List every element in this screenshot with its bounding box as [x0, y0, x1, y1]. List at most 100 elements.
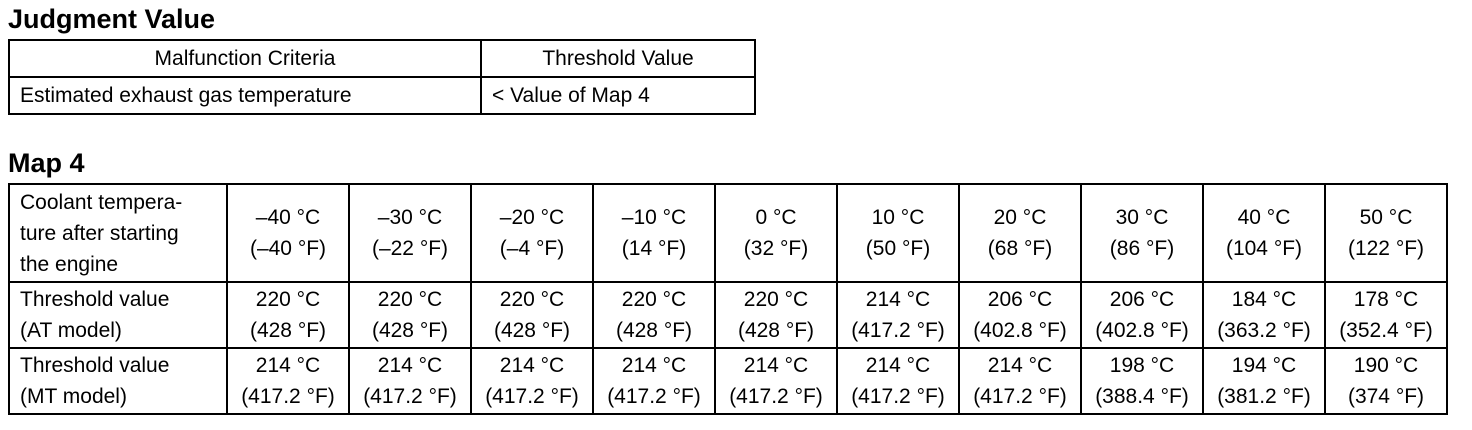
- cell-line: Coolant tempera-: [20, 190, 183, 214]
- cell: 214 °C (417.2 °F): [592, 347, 716, 415]
- cell-line: (MT model): [20, 385, 127, 408]
- header-cell: –40 °C (–40 °F): [226, 183, 350, 283]
- cell-line: (–40 °F): [249, 237, 327, 260]
- header-cell: 50 °C (122 °F): [1324, 183, 1448, 283]
- cell: 206 °C (402.8 °F): [1080, 281, 1204, 349]
- cell-line: (402.8 °F): [1095, 319, 1189, 342]
- row: Threshold value (MT model) 214 °C (417.2 °F…: [8, 347, 1448, 415]
- cell-line: 214 °C: [743, 354, 809, 377]
- header-cell: –30 °C (–22 °F): [348, 183, 472, 283]
- cell-line: (417.2 °F): [485, 385, 579, 408]
- cell-line: 220 °C: [621, 288, 687, 311]
- row: Estimated exhaust gas temperature < Value…: [8, 76, 756, 115]
- cell-line: (402.8 °F): [973, 319, 1067, 342]
- cell-line: 30 °C: [1115, 206, 1169, 229]
- cell-line: 50 °C: [1359, 206, 1413, 229]
- cell: Threshold value (AT model): [8, 281, 228, 349]
- cell-line: –10 °C: [621, 206, 687, 229]
- cell-line: (417.2 °F): [729, 385, 823, 408]
- cell-line: 206 °C: [987, 288, 1053, 311]
- cell: 220 °C (428 °F): [714, 281, 838, 349]
- cell-line: Threshold value: [20, 288, 170, 311]
- cell-line: (374 °F): [1347, 385, 1425, 408]
- cell-line: (86 °F): [1109, 237, 1175, 260]
- header-row: Malfunction Criteria Threshold Value: [8, 39, 756, 78]
- cell-line: –40 °C: [255, 206, 321, 229]
- cell: 220 °C (428 °F): [592, 281, 716, 349]
- cell-line: 220 °C: [743, 288, 809, 311]
- cell-line: Threshold value: [20, 354, 170, 377]
- header-cell: 40 °C (104 °F): [1202, 183, 1326, 283]
- header-cell: –20 °C (–4 °F): [470, 183, 594, 283]
- cell-line: 220 °C: [377, 288, 443, 311]
- cell-line: the engine: [20, 252, 119, 276]
- cell-line: (AT model): [20, 319, 122, 342]
- cell-line: 214 °C: [865, 288, 931, 311]
- cell-line: 206 °C: [1109, 288, 1175, 311]
- cell-line: 214 °C: [255, 354, 321, 377]
- cell-line: (363.2 °F): [1217, 319, 1311, 342]
- section-title: Judgment Value: [8, 4, 216, 34]
- cell-line: 20 °C: [993, 206, 1047, 229]
- cell-line: (–4 °F): [499, 237, 565, 260]
- cell-line: (428 °F): [737, 319, 815, 342]
- header-cell: 30 °C (86 °F): [1080, 183, 1204, 283]
- cell-line: (428 °F): [249, 319, 327, 342]
- header-cell: Malfunction Criteria: [8, 39, 482, 78]
- cell: 214 °C (417.2 °F): [836, 347, 960, 415]
- cell-line: (–22 °F): [371, 237, 449, 260]
- header-cell: 0 °C (32 °F): [714, 183, 838, 283]
- cell-line: 10 °C: [871, 206, 925, 229]
- header-cell: 10 °C (50 °F): [836, 183, 960, 283]
- header-cell: –10 °C (14 °F): [592, 183, 716, 283]
- cell-line: (417.2 °F): [973, 385, 1067, 408]
- cell-line: (352.4 °F): [1339, 319, 1433, 342]
- cell-line: 40 °C: [1237, 206, 1291, 229]
- section-title: Map 4: [8, 148, 85, 178]
- cell-line: (417.2 °F): [363, 385, 457, 408]
- cell-line: (417.2 °F): [241, 385, 335, 408]
- cell-line: (104 °F): [1225, 237, 1303, 260]
- cell: 214 °C (417.2 °F): [226, 347, 350, 415]
- cell: 220 °C (428 °F): [226, 281, 350, 349]
- cell-line: (122 °F): [1347, 237, 1425, 260]
- cell: 214 °C (417.2 °F): [958, 347, 1082, 415]
- cell-line: 214 °C: [987, 354, 1053, 377]
- cell-line: 220 °C: [255, 288, 321, 311]
- cell-line: (417.2 °F): [851, 319, 945, 342]
- cell-line: 214 °C: [499, 354, 565, 377]
- cell: 220 °C (428 °F): [470, 281, 594, 349]
- cell: 214 °C (417.2 °F): [714, 347, 838, 415]
- header-cell: 20 °C (68 °F): [958, 183, 1082, 283]
- cell: 214 °C (417.2 °F): [470, 347, 594, 415]
- cell-line: ture after starting: [20, 221, 179, 245]
- cell-line: –20 °C: [499, 206, 565, 229]
- cell-line: (417.2 °F): [607, 385, 701, 408]
- cell-line: 190 °C: [1353, 354, 1419, 377]
- cell-line: 178 °C: [1353, 288, 1419, 311]
- cell-line: (14 °F): [621, 237, 687, 260]
- cell: 220 °C (428 °F): [348, 281, 472, 349]
- cell-line: (428 °F): [371, 319, 449, 342]
- cell: 206 °C (402.8 °F): [958, 281, 1082, 349]
- cell: Threshold value (MT model): [8, 347, 228, 415]
- cell-line: 198 °C: [1109, 354, 1175, 377]
- cell-line: (68 °F): [987, 237, 1053, 260]
- cell-line: (388.4 °F): [1095, 385, 1189, 408]
- header-cell: Threshold Value: [480, 39, 756, 78]
- map-table: Coolant tempera-ture after starting the e…: [8, 183, 1448, 415]
- header-row: Coolant tempera-ture after starting the e…: [8, 183, 1448, 283]
- judgment-table: Malfunction Criteria Threshold Value Estim…: [8, 39, 756, 115]
- cell: Estimated exhaust gas temperature: [8, 76, 482, 115]
- cell-line: (32 °F): [743, 237, 809, 260]
- cell: 194 °C (381.2 °F): [1202, 347, 1326, 415]
- header-cell: Coolant tempera-ture after starting the e…: [8, 183, 228, 283]
- cell-line: (428 °F): [615, 319, 693, 342]
- cell-line: (381.2 °F): [1217, 385, 1311, 408]
- cell: < Value of Map 4: [480, 76, 756, 115]
- cell: 214 °C (417.2 °F): [836, 281, 960, 349]
- cell-line: 220 °C: [499, 288, 565, 311]
- cell: 190 °C (374 °F): [1324, 347, 1448, 415]
- cell-line: 214 °C: [377, 354, 443, 377]
